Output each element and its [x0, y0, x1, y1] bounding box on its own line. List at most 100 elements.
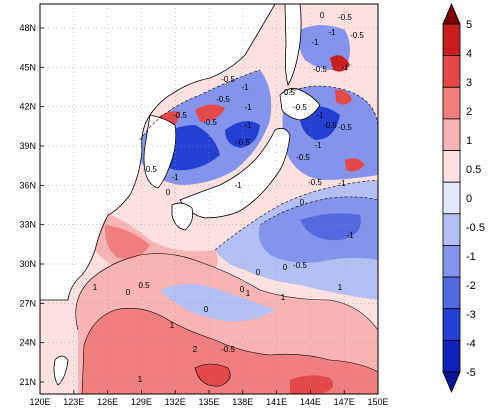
contour-label: 1 — [246, 289, 251, 298]
y-tick-label: 27N — [19, 298, 36, 308]
contour-label: -0.5 — [338, 123, 352, 132]
plot-area: 0 -0.5-1 -0.5-1-0.5 -1-0.5-1-0.5-0.5-1-0.5-… — [40, 4, 378, 394]
colorbar-label: 4 — [466, 48, 472, 60]
contour-label: 0.5 — [138, 281, 150, 290]
y-tick-label: 42N — [19, 102, 36, 112]
contour-label: 0 — [283, 263, 288, 272]
contour-label-group: 0 -0.5-1 -0.5-1-0.5 -1-0.5-1-0.5-0.5-1-0.5-… — [93, 11, 365, 384]
contour-label: -1 — [171, 173, 179, 182]
colorbar-label: 5 — [466, 19, 472, 31]
cool-anomaly-sea-of-japan-strong — [150, 121, 260, 171]
warm-anomaly-south-strong — [82, 308, 378, 394]
contour-label: -0.5 — [293, 261, 307, 270]
colorbar-label: 1 — [466, 135, 472, 147]
y-tick-label: 48N — [19, 23, 36, 33]
x-tick-label: 138E — [232, 397, 253, 407]
colorbar-bin — [442, 181, 461, 215]
warm-anomaly-ecs — [95, 210, 218, 282]
cool-anomaly-pacific-core — [300, 213, 361, 241]
colorbar-label: 0.5 — [466, 164, 481, 176]
y-tick-label: 30N — [19, 259, 36, 269]
warm-anomaly-north-spots — [285, 89, 365, 172]
contour-label: 0 — [300, 198, 305, 207]
colorbar-bin — [442, 308, 461, 341]
colorbar: 5 4 3 2 1 0.5 0 -0.5 -1 -2 -3 -4 -5 — [442, 2, 485, 394]
contour-label: -1 — [316, 111, 324, 120]
contour-label: 1 — [138, 375, 143, 384]
y-axis: 21N 24N 27N 30N 33N 36N 39N 42N 45N 48N — [19, 23, 44, 387]
y-tick-label: 33N — [19, 220, 36, 230]
contour-label: -1 — [314, 141, 322, 150]
colorbar-label: -0.5 — [466, 222, 485, 234]
x-tick-label: 147E — [334, 397, 355, 407]
contour-lines — [75, 69, 378, 394]
x-tick-label: 123E — [63, 397, 84, 407]
colorbar-label: -2 — [466, 280, 476, 292]
colorbar-bottom-arrow — [442, 371, 461, 394]
graticule — [40, 4, 378, 394]
contour-label: 1 — [170, 321, 175, 330]
contour-label: 1 — [281, 293, 286, 302]
x-tick-label: 135E — [198, 397, 219, 407]
y-tick-label: 24N — [19, 338, 36, 348]
x-tick-label: 141E — [266, 397, 287, 407]
land-taiwan — [53, 355, 69, 386]
land-sakhalin — [284, 4, 302, 87]
contour-label: -1 — [244, 103, 252, 112]
contour-label: -1 — [346, 231, 354, 240]
contour-label: 0 — [320, 11, 325, 20]
colorbar-bin — [442, 118, 461, 151]
contour-label: -0.5 — [173, 111, 187, 120]
contour-label: 0 — [204, 305, 209, 314]
x-tick-label: 126E — [97, 397, 118, 407]
contour-label: 2 — [193, 345, 198, 354]
contour-label: -0.5 — [338, 13, 352, 22]
colorbar-label: 2 — [466, 106, 472, 118]
y-tick-label: 45N — [19, 62, 36, 72]
contour-label: -0.5 — [308, 178, 322, 187]
land-asia — [40, 4, 276, 301]
contour-label: -0.5 — [221, 75, 235, 84]
colorbar-label: 0 — [466, 193, 472, 205]
colorbar-label: -1 — [466, 251, 476, 263]
contour-label: 0 — [166, 188, 171, 197]
land-japan-honshu — [179, 127, 291, 219]
land-japan-hokkaido — [279, 87, 321, 121]
contour-label: 0 — [126, 288, 131, 297]
contour-label: -0.5 — [350, 31, 364, 40]
colorbar-bin — [442, 213, 461, 246]
colorbar-bin — [442, 23, 461, 57]
colorbar-label: -4 — [466, 338, 476, 350]
contour-label: -0.5 — [313, 65, 327, 74]
contour-label: -0.5 — [281, 88, 295, 97]
contour-label: 0 — [256, 268, 261, 277]
warm-anomaly-ecs-strong — [104, 225, 150, 259]
x-tick-label: 150E — [367, 397, 388, 407]
contour-label: 1 — [93, 283, 98, 292]
land-korea — [143, 114, 177, 189]
y-tick-label: 21N — [19, 377, 36, 387]
colorbar-label: -3 — [466, 309, 476, 321]
contour-label: -0.5 — [293, 103, 307, 112]
x-tick-label: 132E — [165, 397, 186, 407]
contour-label: -1 — [244, 121, 252, 130]
contour-label: -1 — [241, 83, 249, 92]
contour-label: 1 — [338, 283, 343, 292]
contour-label: -0.5 — [216, 95, 230, 104]
contour-label: -1 — [328, 28, 336, 37]
colorbar-bin — [442, 55, 461, 88]
contour-label: -1 — [338, 179, 346, 188]
x-axis: 120E 123E 126E 129E 132E 135E 138E 141E 144E 147E… — [29, 390, 389, 407]
contour-label: -0.5 — [203, 118, 217, 127]
contour-label: -0.5 — [323, 121, 337, 130]
colorbar-bin — [442, 276, 461, 310]
colorbar-label: -5 — [466, 367, 476, 379]
colorbar-bin — [442, 339, 461, 373]
colorbar-bin — [442, 245, 461, 278]
contour-label: 0 — [240, 285, 245, 294]
colorbar-top-arrow — [442, 2, 461, 25]
colorbar-label: 3 — [466, 77, 472, 89]
x-tick-label: 129E — [131, 397, 152, 407]
contour-label: -0.5 — [296, 153, 310, 162]
